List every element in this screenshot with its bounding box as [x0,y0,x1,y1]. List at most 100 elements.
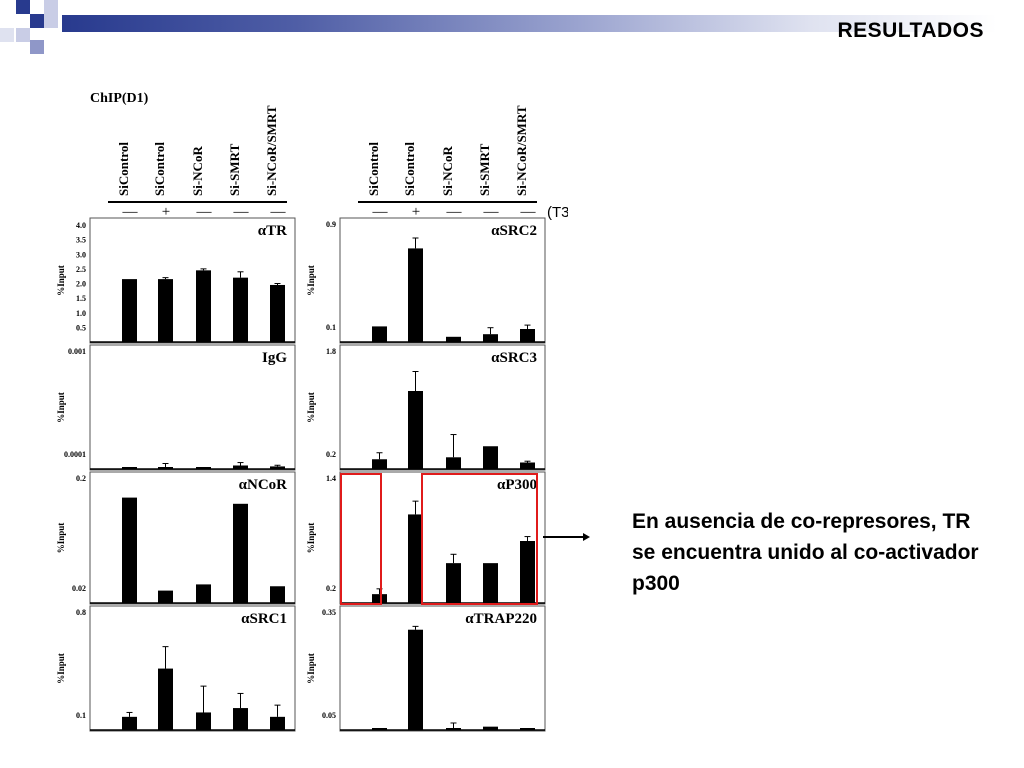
bar [158,668,173,730]
bar [520,462,535,469]
y-tick-label: 2.5 [76,265,86,274]
bar [446,563,461,603]
lane-label: Si-NCoR [440,146,455,196]
bar [122,467,137,469]
y-tick-label: 0.001 [68,347,86,356]
bar [408,391,423,469]
chart-panel: αSRC2 %Input 0.9 0.1 [306,217,546,344]
bar [483,334,498,342]
chart-panel: αTRAP220 %Input 0.35 0.05 [306,605,546,732]
arrow-icon [543,533,590,541]
y-tick-label: 0.0001 [64,450,86,459]
panel-title: IgG [262,350,287,366]
y-axis-label: %Input [56,392,66,423]
lane-label: SiControl [402,142,417,196]
chip-figure: ChIP(D1) SiControl SiControl Si-NCoR Si-SMRT… [56,91,568,732]
bar [520,541,535,603]
bar [270,716,285,730]
panel-frame [89,344,296,471]
panel-title: αP300 [497,477,537,493]
bar [122,716,137,730]
t3-sign: — [372,204,389,220]
bar [446,457,461,469]
bar [446,336,461,342]
y-tick-label: 3.0 [76,250,86,259]
bar [158,279,173,342]
t3-sign: — [196,204,213,220]
logo [0,0,80,60]
y-axis-label: %Input [56,265,66,296]
figure-header: ChIP(D1) SiControl SiControl Si-NCoR Si-SMRT… [90,91,568,221]
y-tick-label: 1.4 [326,474,336,483]
panel-title: αSRC3 [491,350,537,366]
y-axis-label: %Input [306,653,316,684]
y-tick-label: 0.02 [72,584,86,593]
bar [196,467,211,469]
header-bar [62,15,997,32]
panel-frame [89,605,296,732]
panel-frame [339,217,546,344]
chart-panel: αNCoR %Input 0.2 0.02 [56,471,296,605]
y-tick-label: 0.1 [326,323,336,332]
bar [483,726,498,730]
panel-frame [89,471,296,605]
y-axis-label: %Input [306,392,316,423]
bar [233,503,248,603]
bar [372,459,387,469]
slide-title: RESULTADOS [837,19,984,42]
bar [483,563,498,603]
t3-sign: — [520,204,537,220]
panel-title: αSRC1 [241,611,287,627]
bar [233,277,248,342]
bar [158,590,173,603]
lane-label: Si-SMRT [227,143,242,196]
y-tick-label: 0.2 [326,584,336,593]
bar [372,728,387,730]
highlight-box-sicontrol [340,473,382,605]
bar [408,514,423,603]
t3-sign: — [446,204,463,220]
panel-frame [339,344,546,471]
bar [520,728,535,730]
bar [520,329,535,342]
y-tick-label: 0.1 [76,711,86,720]
y-tick-label: 1.0 [76,309,86,318]
y-tick-label: 0.8 [76,608,86,617]
y-tick-label: 0.2 [326,450,336,459]
y-axis-label: %Input [56,523,66,554]
panel-title: αTRAP220 [465,611,537,627]
bar [270,284,285,342]
chart-panel: αTR %Input 4.0 3.5 3.0 2.5 2.0 1.5 1.0 0.5 [56,217,296,344]
highlight-boxes [340,473,538,605]
bar [233,708,248,730]
bar [196,712,211,730]
bar [372,594,387,603]
lane-label: SiControl [152,142,167,196]
bar [372,326,387,342]
y-axis-label: %Input [56,653,66,684]
chart-panel: αSRC3 %Input 1.8 0.2 [306,344,546,471]
t3-sign: + [412,204,420,220]
chart-panel: IgG %Input 0.001 0.0001 [56,344,296,471]
bar [196,270,211,342]
bar [158,467,173,469]
bar [408,248,423,342]
panel-frame [89,217,296,344]
lane-label: SiControl [116,142,131,196]
bar [270,466,285,469]
bar [270,586,285,603]
t3-sign: — [270,204,287,220]
conclusion-text: En ausencia de co-represores, TR se encu… [632,510,979,595]
chip-label: ChIP(D1) [90,91,149,106]
t3-sign: — [233,204,250,220]
y-axis-label: %Input [306,523,316,554]
lane-label: Si-SMRT [477,143,492,196]
y-tick-label: 0.2 [76,474,86,483]
bar [122,497,137,603]
bar [408,629,423,730]
t3-sign: — [483,204,500,220]
lane-label: Si-NCoR/SMRT [264,105,279,196]
t3-sign: + [162,204,170,220]
y-tick-label: 2.0 [76,280,86,289]
panel-title: αNCoR [239,477,288,493]
